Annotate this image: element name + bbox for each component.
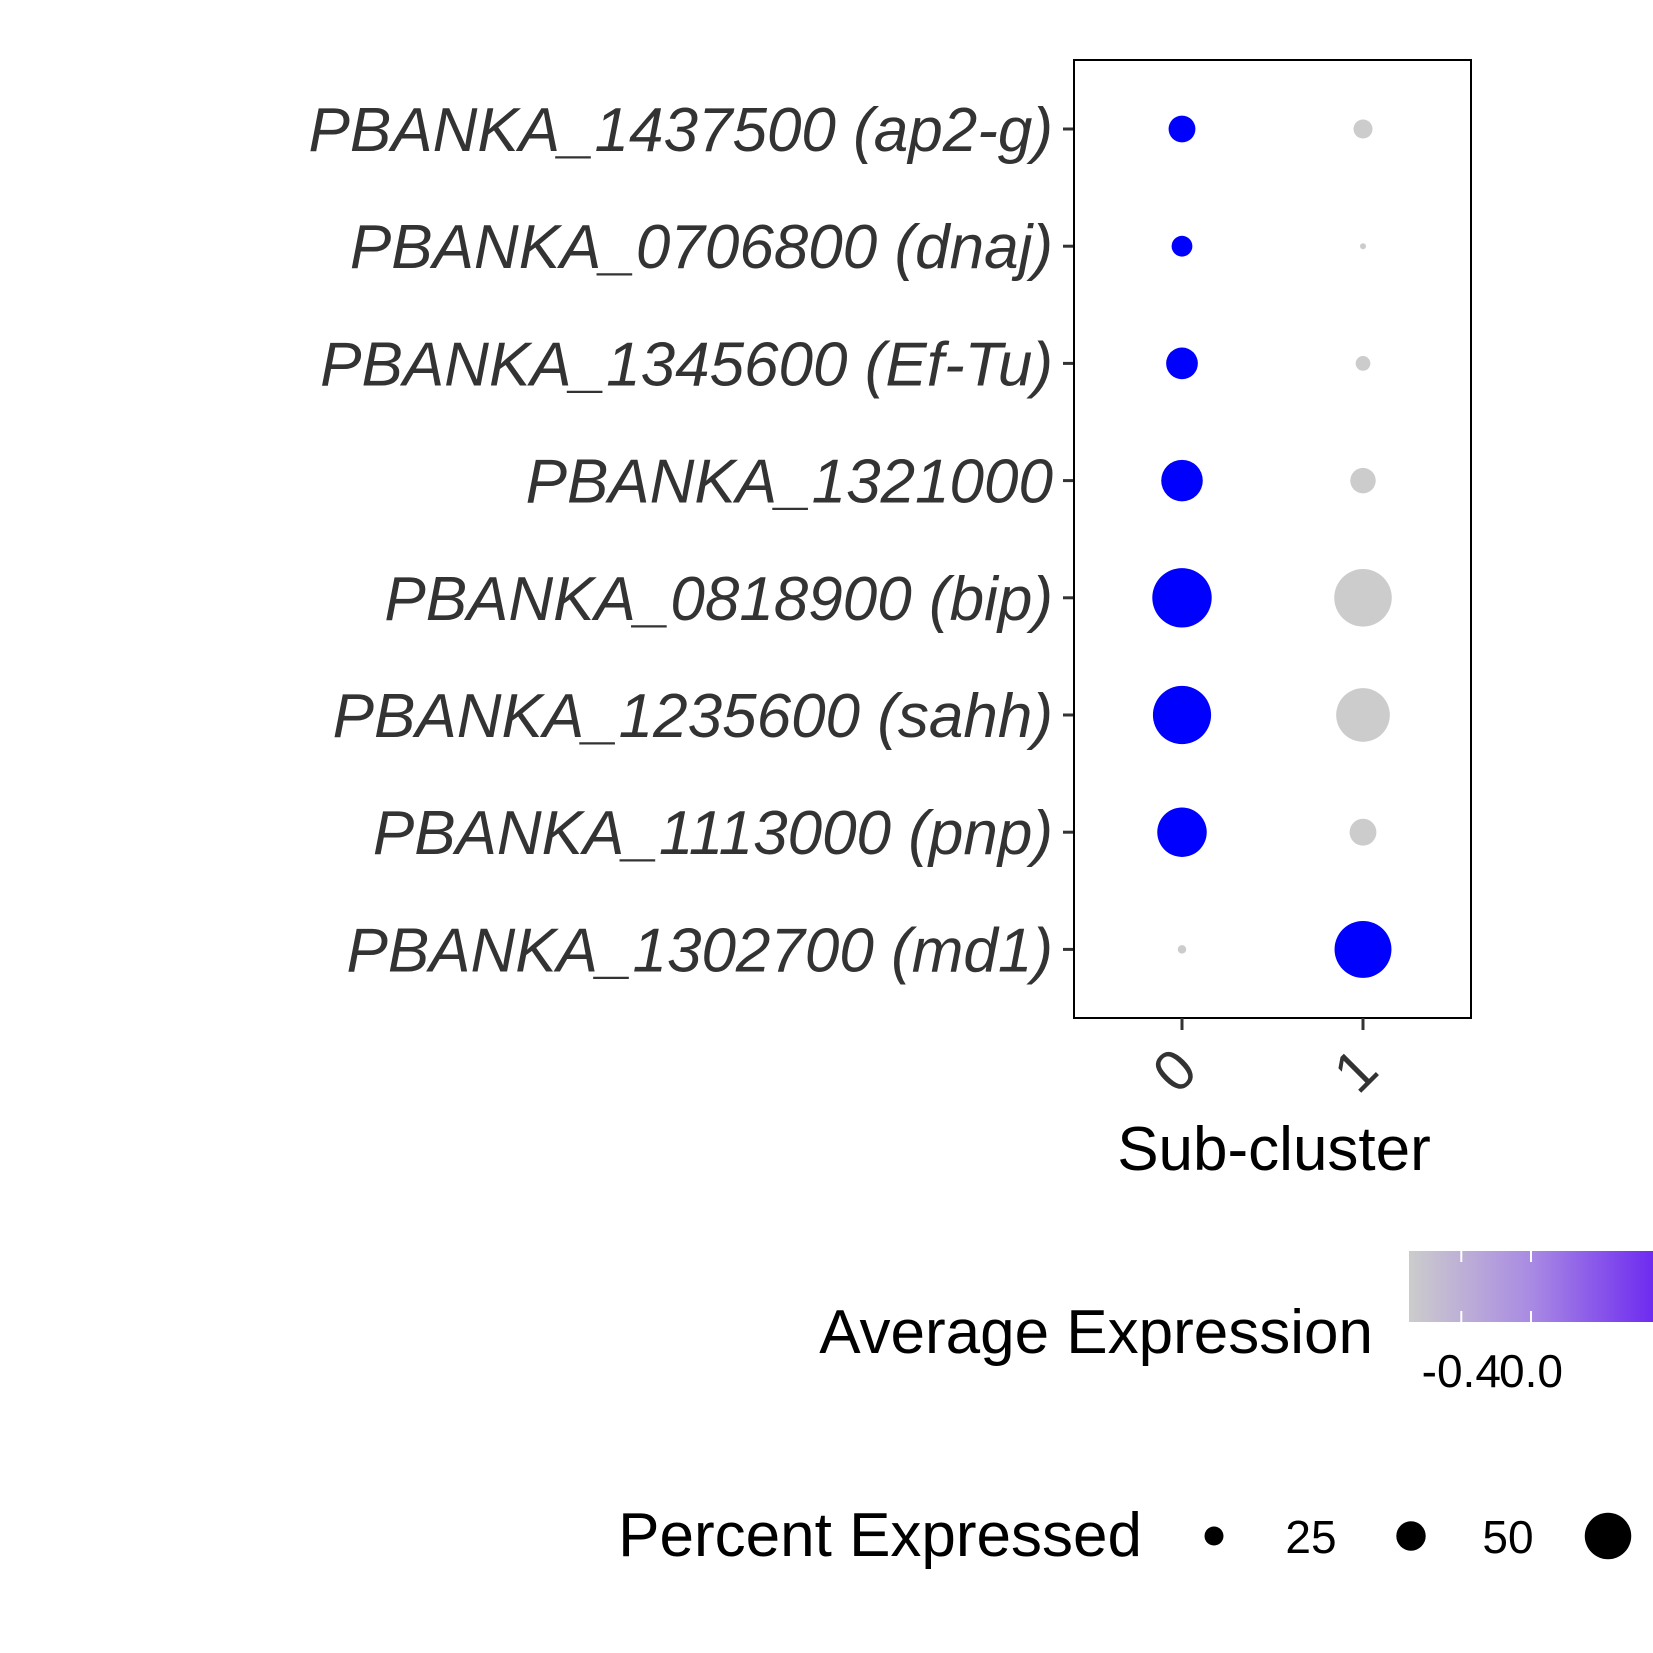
y-axis-labels: PBANKA_1437500 (ap2-g) PBANKA_0706800 (dn… <box>309 96 1053 985</box>
dot <box>1166 347 1198 380</box>
gene-label: PBANKA_1345600 (Ef-Tu) <box>320 330 1053 399</box>
size-legend-items: 25 50 <box>1204 1511 1632 1563</box>
dot <box>1336 688 1390 742</box>
plot-panel-border <box>1073 59 1472 1019</box>
dot <box>1353 119 1373 139</box>
dot <box>1152 685 1212 745</box>
dot <box>1168 115 1196 143</box>
color-legend-title: Average Expression <box>819 1298 1373 1367</box>
dot <box>1152 568 1212 628</box>
y-axis-ticks <box>1063 127 1074 951</box>
x-axis-ticks <box>1180 1018 1365 1030</box>
dot <box>1177 945 1187 954</box>
color-legend-bar <box>1409 1251 1653 1322</box>
size-legend-dot <box>1396 1521 1426 1551</box>
dot <box>1334 920 1392 978</box>
dot <box>1350 467 1376 494</box>
x-axis-title: Sub-cluster <box>1117 1115 1431 1184</box>
dot <box>1360 243 1366 250</box>
color-legend-tick-label: -0.4 <box>1422 1345 1501 1397</box>
dot <box>1157 807 1207 857</box>
gene-label: PBANKA_1321000 <box>526 448 1053 517</box>
gene-label: PBANKA_1302700 (md1) <box>346 916 1053 985</box>
gene-label: PBANKA_1235600 (sahh) <box>333 682 1053 751</box>
gene-label: PBANKA_0706800 (dnaj) <box>350 213 1053 282</box>
color-legend-ticks: -0.40.0 <box>1422 1251 1563 1397</box>
gene-label: PBANKA_0818900 (bip) <box>384 565 1053 634</box>
dot <box>1349 818 1377 846</box>
gene-label: PBANKA_1113000 (pnp) <box>373 799 1053 868</box>
color-legend: Average Expression -0.40.0 <box>819 1251 1653 1397</box>
dot <box>1334 569 1392 627</box>
size-legend-dot <box>1584 1512 1632 1560</box>
size-legend-dot <box>1204 1526 1224 1546</box>
dot <box>1171 235 1193 257</box>
color-legend-tick-label: 0.0 <box>1499 1345 1563 1397</box>
dot <box>1355 356 1371 371</box>
size-legend-title: Percent Expressed <box>618 1501 1142 1570</box>
size-legend-label: 50 <box>1482 1511 1533 1563</box>
gene-label: PBANKA_1437500 (ap2-g) <box>309 96 1053 165</box>
size-legend: Percent Expressed 25 50 <box>618 1501 1632 1570</box>
dots-layer <box>1152 115 1392 978</box>
dot <box>1161 459 1203 502</box>
size-legend-label: 25 <box>1285 1511 1336 1563</box>
